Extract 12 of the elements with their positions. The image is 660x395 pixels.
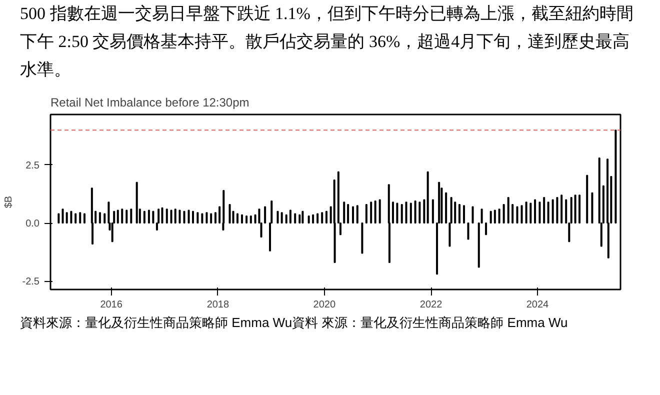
x-tick-label: 2018 [206, 300, 230, 310]
y-tick-label: -2.5 [22, 276, 40, 288]
x-tick-label: 2024 [526, 300, 550, 310]
x-tick-label: 2022 [420, 300, 443, 310]
x-tick-label: 2016 [100, 300, 123, 310]
text: 500 指數在週一交易日早盤下跌近 1.1%，但到下午時分已轉為上漲，截至紐約時間下午 2:50 交易價格基本持平。散戶佔交易量的 36%，超過4月下旬，達到歷史最高水準。 [20, 3, 634, 81]
y-tick-label: 2.5 [26, 160, 40, 172]
chart-title: Retail Net Imbalance before 12:30pm [50, 96, 250, 110]
y-tick-label: 0.0 [26, 218, 40, 230]
source-note: 資料來源：量化及衍生性商品策略師 Emma Wu資料 來源：量化及衍生性商品策略師 Emma Wu [20, 314, 568, 332]
y-axis-title: $B [3, 196, 14, 208]
x-tick-label: 2020 [313, 300, 336, 310]
